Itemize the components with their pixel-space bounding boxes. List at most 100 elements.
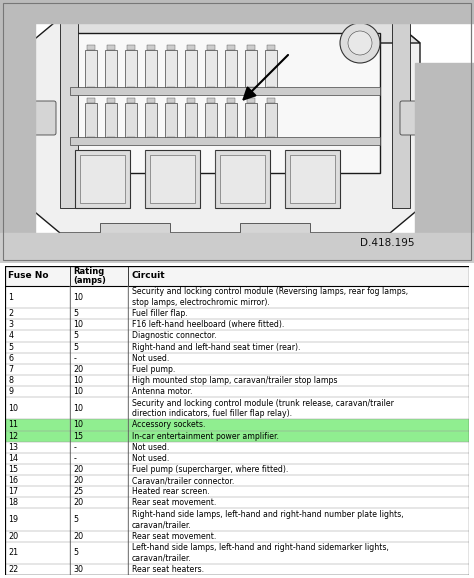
Bar xyxy=(187,45,195,50)
Bar xyxy=(147,87,155,92)
Bar xyxy=(107,137,115,142)
Bar xyxy=(167,137,175,142)
Text: 16: 16 xyxy=(9,476,18,485)
Text: 15: 15 xyxy=(9,465,18,474)
Bar xyxy=(5,497,469,509)
Text: D.418.195: D.418.195 xyxy=(361,238,415,248)
Bar xyxy=(145,150,200,208)
Bar xyxy=(85,50,97,88)
Text: Antenna motor.: Antenna motor. xyxy=(132,387,192,396)
Text: 15: 15 xyxy=(73,432,83,440)
FancyBboxPatch shape xyxy=(32,101,56,135)
Text: 5: 5 xyxy=(73,549,79,557)
Text: 5: 5 xyxy=(73,309,79,318)
Text: 3: 3 xyxy=(9,320,13,329)
Bar xyxy=(5,464,469,475)
Bar xyxy=(165,103,177,138)
Text: Right-hand and left-hand seat timer (rear).: Right-hand and left-hand seat timer (rea… xyxy=(132,343,300,351)
Bar xyxy=(87,87,95,92)
Bar xyxy=(105,103,117,138)
Bar xyxy=(0,0,474,23)
Bar xyxy=(5,453,469,464)
Text: 5: 5 xyxy=(73,331,79,340)
Text: Not used.: Not used. xyxy=(132,443,169,451)
Circle shape xyxy=(348,31,372,55)
Bar xyxy=(225,103,237,138)
Text: Rear seat heaters.: Rear seat heaters. xyxy=(132,565,204,574)
Bar xyxy=(167,87,175,92)
Text: 22: 22 xyxy=(9,565,18,574)
Text: Fuel pump.: Fuel pump. xyxy=(132,365,175,374)
Text: 14: 14 xyxy=(9,454,18,463)
Text: 20: 20 xyxy=(73,365,83,374)
Bar xyxy=(185,50,197,88)
Bar xyxy=(127,45,135,50)
Text: Left-hand side lamps, left-hand and right-hand sidemarker lights,
caravan/traile: Left-hand side lamps, left-hand and righ… xyxy=(132,543,388,562)
Bar xyxy=(0,233,474,263)
Bar xyxy=(227,137,235,142)
Bar xyxy=(125,50,137,88)
Text: 8: 8 xyxy=(9,376,13,385)
Text: In-car entertainment power amplifier.: In-car entertainment power amplifier. xyxy=(132,432,279,440)
Bar xyxy=(165,50,177,88)
Bar xyxy=(70,33,380,173)
Text: 10: 10 xyxy=(73,387,83,396)
Bar xyxy=(87,137,95,142)
Text: Not used.: Not used. xyxy=(132,354,169,363)
Bar xyxy=(127,137,135,142)
Bar xyxy=(205,50,217,88)
Bar xyxy=(245,103,257,138)
Text: Security and locking control module (Reversing lamps, rear fog lamps,
stop lamps: Security and locking control module (Rev… xyxy=(132,287,408,307)
Bar xyxy=(80,155,125,203)
Text: Security and locking control module (trunk release, caravan/trailer
direction in: Security and locking control module (tru… xyxy=(132,399,393,418)
Bar xyxy=(5,564,469,575)
Bar xyxy=(75,150,130,208)
Bar xyxy=(125,103,137,138)
Bar xyxy=(147,137,155,142)
Bar xyxy=(5,486,469,497)
Text: 20: 20 xyxy=(9,532,18,540)
Bar xyxy=(187,137,195,142)
Bar xyxy=(5,353,469,364)
Bar xyxy=(247,87,255,92)
Bar xyxy=(167,45,175,50)
Text: Fuel pump (supercharger, where fitted).: Fuel pump (supercharger, where fitted). xyxy=(132,465,288,474)
Bar xyxy=(5,364,469,375)
Text: 6: 6 xyxy=(9,354,13,363)
Text: Diagnostic connector.: Diagnostic connector. xyxy=(132,331,216,340)
Bar xyxy=(127,98,135,103)
Bar xyxy=(5,308,469,319)
Text: 10: 10 xyxy=(73,292,83,302)
Text: -: - xyxy=(73,443,76,451)
Bar xyxy=(245,50,257,88)
Text: 7: 7 xyxy=(9,365,14,374)
Text: 9: 9 xyxy=(9,387,14,396)
Text: 10: 10 xyxy=(73,404,83,413)
Text: 20: 20 xyxy=(73,498,83,507)
Text: 10: 10 xyxy=(9,404,18,413)
Text: 20: 20 xyxy=(73,465,83,474)
Text: 20: 20 xyxy=(73,476,83,485)
Bar xyxy=(5,342,469,353)
Text: F16 left-hand heelboard (where fitted).: F16 left-hand heelboard (where fitted). xyxy=(132,320,284,329)
Bar xyxy=(0,0,35,263)
Bar xyxy=(227,87,235,92)
Text: Rating
(amps): Rating (amps) xyxy=(73,266,106,285)
Bar xyxy=(5,266,469,286)
Bar xyxy=(87,45,95,50)
Bar xyxy=(167,98,175,103)
Text: 4: 4 xyxy=(9,331,13,340)
Bar xyxy=(205,103,217,138)
Text: Not used.: Not used. xyxy=(132,454,169,463)
Text: 5: 5 xyxy=(73,515,79,524)
Text: -: - xyxy=(73,354,76,363)
Text: Heated rear screen.: Heated rear screen. xyxy=(132,487,210,496)
Bar xyxy=(107,87,115,92)
Bar xyxy=(150,155,195,203)
Bar xyxy=(105,50,117,88)
Polygon shape xyxy=(30,18,420,233)
Bar xyxy=(265,103,277,138)
Bar xyxy=(100,223,170,235)
Bar xyxy=(240,223,310,235)
Bar xyxy=(5,375,469,386)
